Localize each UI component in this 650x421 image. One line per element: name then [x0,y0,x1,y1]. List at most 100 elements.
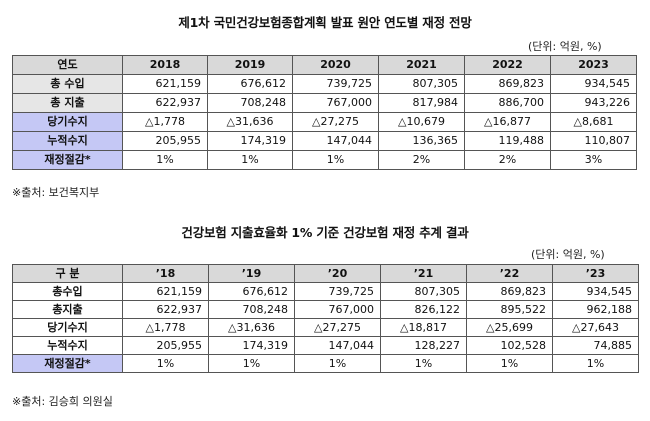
table-cell: 739,725 [292,74,379,94]
table-cell: 826,122 [380,300,467,319]
table-cell: 1% [292,150,379,170]
table-cell: 621,159 [122,282,209,301]
table-cell: 174,319 [208,336,295,355]
row-label: 재정절감* [12,354,123,373]
table1-header-row: 연도 2018 2019 2020 2021 2022 2023 [12,55,637,75]
table-row: 총 지출 622,937 708,248 767,000 817,984 886… [12,93,637,113]
table2-unit: (단위: 억원, %) [531,248,605,261]
table-cell: 1% [466,354,553,373]
table-cell: 1% [208,354,295,373]
table-cell: 767,000 [292,93,379,113]
table1-header-cell: 2022 [464,55,551,75]
table-cell: 147,044 [292,131,379,151]
table2: 구 분 ’18 ’19 ’20 ’21 ’22 ’23 총수입 621,159 … [12,264,639,373]
table2-header-cell: ’18 [122,264,209,283]
table-cell: 807,305 [380,282,467,301]
table2-header-cell: 구 분 [12,264,123,283]
table-cell: 869,823 [466,282,553,301]
table-row: 재정절감* 1% 1% 1% 2% 2% 3% [12,150,637,170]
table-cell: 174,319 [207,131,293,151]
table2-header-cell: ’19 [208,264,295,283]
table-cell: 147,044 [294,336,381,355]
table-cell: 622,937 [122,93,208,113]
table-cell: 1% [294,354,381,373]
table-cell: 205,955 [122,336,209,355]
table2-header-cell: ’23 [552,264,639,283]
table-cell: 3% [550,150,637,170]
row-label: 총수입 [12,282,123,301]
table-cell: 1% [552,354,639,373]
table-cell: △31,636 [207,112,293,132]
table-cell: 2% [378,150,465,170]
table-row: 당기수지 △1,778 △31,636 △27,275 △18,817 △25,… [12,318,639,337]
table-row: 총지출 622,937 708,248 767,000 826,122 895,… [12,300,639,319]
table-cell: 708,248 [207,93,293,113]
row-label: 재정절감* [12,150,123,170]
row-label: 당기수지 [12,318,123,337]
table1-title: 제1차 국민건강보험종합계획 발표 원안 연도별 재정 전망 [178,15,472,30]
row-label: 총 수입 [12,74,123,94]
table2-header-row: 구 분 ’18 ’19 ’20 ’21 ’22 ’23 [12,264,639,283]
row-label: 당기수지 [12,112,123,132]
table-cell: 128,227 [380,336,467,355]
table-cell: △16,877 [464,112,551,132]
table2-header-cell: ’22 [466,264,553,283]
table2-header-cell: ’21 [380,264,467,283]
table-cell: 1% [122,150,208,170]
table1-header-cell: 2020 [292,55,379,75]
table-cell: △1,778 [122,112,208,132]
table-cell: 934,545 [552,282,639,301]
table-cell: 621,159 [122,74,208,94]
table-cell: 622,937 [122,300,209,319]
table1-header-cell: 2019 [207,55,293,75]
table1-source: ※출처: 보건복지부 [12,186,100,199]
table-row: 누적수지 205,955 174,319 147,044 128,227 102… [12,336,639,355]
table-cell: △1,778 [122,318,209,337]
table-cell: △18,817 [380,318,467,337]
table-row: 당기수지 △1,778 △31,636 △27,275 △10,679 △16,… [12,112,637,132]
table1-header-cell: 2023 [550,55,637,75]
table1-header-cell: 2021 [378,55,465,75]
table2-header-cell: ’20 [294,264,381,283]
table-cell: △25,699 [466,318,553,337]
table-row: 총 수입 621,159 676,612 739,725 807,305 869… [12,74,637,94]
row-label: 총 지출 [12,93,123,113]
row-label: 총지출 [12,300,123,319]
table-cell: 136,365 [378,131,465,151]
table-cell: 119,488 [464,131,551,151]
table-cell: 817,984 [378,93,465,113]
table2-title: 건강보험 지출효율화 1% 기준 건강보험 재정 추계 결과 [181,225,469,240]
table-cell: 739,725 [294,282,381,301]
table1-unit: (단위: 억원, %) [528,40,602,53]
table-cell: 934,545 [550,74,637,94]
table-cell: 962,188 [552,300,639,319]
table-cell: △31,636 [208,318,295,337]
table2-source: ※출처: 김승희 의원실 [12,395,113,408]
table-cell: 676,612 [208,282,295,301]
table-row: 재정절감* 1% 1% 1% 1% 1% 1% [12,354,639,373]
table-cell: △27,643 [552,318,639,337]
table-cell: 1% [207,150,293,170]
table-cell: 1% [122,354,209,373]
table-cell: 869,823 [464,74,551,94]
row-label: 누적수지 [12,131,123,151]
table1: 연도 2018 2019 2020 2021 2022 2023 총 수입 62… [12,55,637,170]
table-cell: 895,522 [466,300,553,319]
table-cell: 807,305 [378,74,465,94]
row-label: 누적수지 [12,336,123,355]
table-cell: △27,275 [294,318,381,337]
table-cell: 676,612 [207,74,293,94]
table-cell: 102,528 [466,336,553,355]
table-cell: 1% [380,354,467,373]
table-cell: 708,248 [208,300,295,319]
table1-header-cell: 2018 [122,55,208,75]
table1-header-cell: 연도 [12,55,123,75]
table-cell: 110,807 [550,131,637,151]
table-cell: △27,275 [292,112,379,132]
table-cell: 943,226 [550,93,637,113]
table-cell: 767,000 [294,300,381,319]
table-cell: 2% [464,150,551,170]
table-row: 총수입 621,159 676,612 739,725 807,305 869,… [12,282,639,301]
table-cell: △10,679 [378,112,465,132]
table-cell: △8,681 [550,112,637,132]
